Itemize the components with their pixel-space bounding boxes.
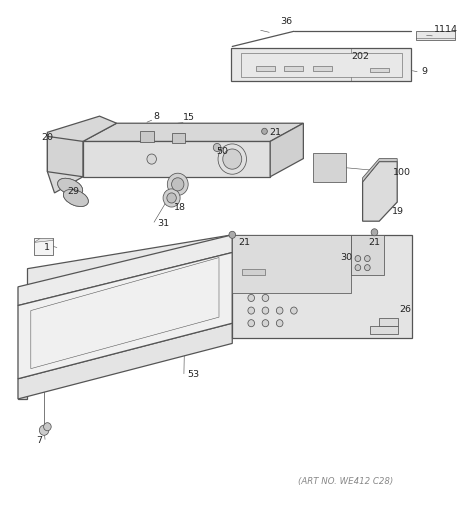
Circle shape bbox=[147, 154, 156, 164]
Circle shape bbox=[44, 423, 51, 431]
Text: 36: 36 bbox=[281, 17, 293, 26]
Text: 31: 31 bbox=[157, 219, 170, 228]
Text: 9: 9 bbox=[421, 67, 427, 76]
Polygon shape bbox=[232, 235, 412, 338]
Polygon shape bbox=[313, 153, 346, 182]
Polygon shape bbox=[270, 123, 303, 177]
Text: 1: 1 bbox=[45, 243, 50, 252]
Polygon shape bbox=[47, 136, 83, 177]
Circle shape bbox=[223, 149, 242, 169]
Polygon shape bbox=[83, 123, 303, 141]
Text: 202: 202 bbox=[351, 52, 369, 61]
Text: 18: 18 bbox=[174, 203, 186, 212]
Text: 26: 26 bbox=[399, 305, 411, 314]
Circle shape bbox=[355, 265, 361, 271]
Polygon shape bbox=[351, 235, 384, 275]
Polygon shape bbox=[34, 238, 53, 255]
Text: 1114: 1114 bbox=[434, 25, 457, 34]
Polygon shape bbox=[231, 48, 411, 81]
Polygon shape bbox=[232, 235, 351, 293]
Polygon shape bbox=[83, 141, 270, 177]
Circle shape bbox=[248, 294, 255, 301]
Circle shape bbox=[365, 256, 370, 262]
Ellipse shape bbox=[64, 189, 88, 207]
Polygon shape bbox=[313, 66, 332, 71]
Polygon shape bbox=[18, 323, 232, 399]
Polygon shape bbox=[363, 159, 397, 182]
Text: 29: 29 bbox=[67, 187, 80, 196]
Circle shape bbox=[291, 307, 297, 314]
Polygon shape bbox=[172, 133, 185, 143]
Polygon shape bbox=[370, 326, 398, 334]
Polygon shape bbox=[379, 318, 398, 326]
Circle shape bbox=[262, 320, 269, 327]
Circle shape bbox=[39, 425, 49, 435]
Circle shape bbox=[262, 294, 269, 301]
Polygon shape bbox=[363, 162, 397, 221]
Circle shape bbox=[276, 320, 283, 327]
Polygon shape bbox=[18, 235, 232, 306]
Polygon shape bbox=[31, 258, 219, 369]
Circle shape bbox=[167, 193, 176, 203]
Text: 50: 50 bbox=[216, 147, 228, 156]
Text: 15: 15 bbox=[182, 113, 195, 122]
Polygon shape bbox=[27, 235, 232, 287]
Circle shape bbox=[365, 265, 370, 271]
Ellipse shape bbox=[58, 178, 82, 195]
Circle shape bbox=[229, 231, 236, 238]
Text: 100: 100 bbox=[393, 168, 411, 177]
Circle shape bbox=[276, 307, 283, 314]
Circle shape bbox=[248, 307, 255, 314]
Circle shape bbox=[262, 128, 267, 134]
Text: 21: 21 bbox=[269, 128, 281, 137]
Text: 19: 19 bbox=[392, 207, 404, 216]
Circle shape bbox=[218, 144, 246, 174]
Polygon shape bbox=[140, 131, 154, 142]
Circle shape bbox=[172, 178, 184, 191]
Circle shape bbox=[371, 229, 378, 236]
Polygon shape bbox=[34, 238, 53, 242]
Polygon shape bbox=[18, 287, 27, 399]
Polygon shape bbox=[18, 252, 232, 379]
Polygon shape bbox=[47, 116, 117, 193]
Circle shape bbox=[167, 173, 188, 195]
Polygon shape bbox=[241, 53, 402, 77]
Ellipse shape bbox=[64, 189, 88, 207]
Circle shape bbox=[213, 143, 221, 152]
Text: (ART NO. WE412 C28): (ART NO. WE412 C28) bbox=[299, 477, 393, 486]
Polygon shape bbox=[370, 68, 389, 72]
Circle shape bbox=[262, 307, 269, 314]
Text: 20: 20 bbox=[41, 133, 54, 142]
Circle shape bbox=[163, 189, 180, 207]
Text: 7: 7 bbox=[36, 436, 42, 445]
Text: 30: 30 bbox=[340, 253, 352, 262]
Ellipse shape bbox=[58, 178, 82, 195]
Circle shape bbox=[248, 320, 255, 327]
Circle shape bbox=[355, 256, 361, 262]
Polygon shape bbox=[416, 31, 455, 40]
Text: 8: 8 bbox=[154, 112, 159, 121]
Polygon shape bbox=[242, 269, 265, 275]
Text: 21: 21 bbox=[238, 238, 250, 247]
Text: 21: 21 bbox=[368, 238, 381, 247]
Text: 53: 53 bbox=[187, 370, 200, 379]
Polygon shape bbox=[284, 66, 303, 71]
Polygon shape bbox=[256, 66, 275, 71]
